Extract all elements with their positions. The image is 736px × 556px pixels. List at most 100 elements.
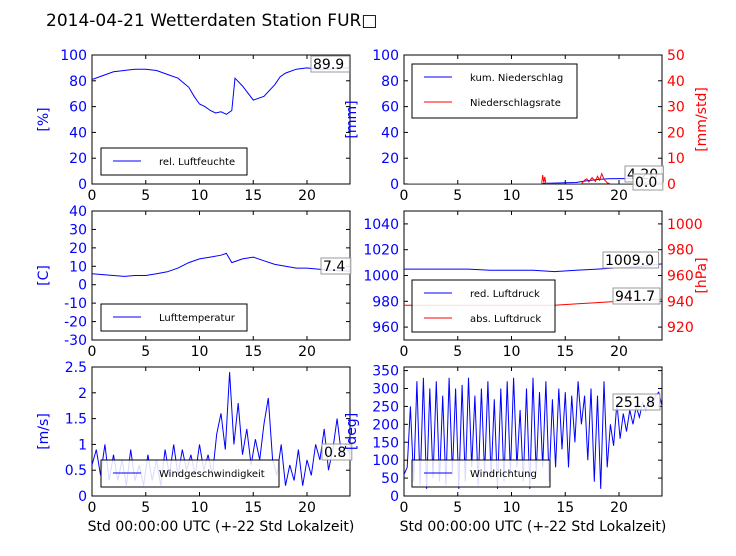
y-tick-label: -30: [64, 333, 87, 349]
y-tick-label: 350: [372, 364, 399, 380]
legend-label: Niederschlagsrate: [470, 98, 561, 109]
value-annotation-box: [632, 173, 664, 191]
legend: Lufttemperatur: [100, 303, 248, 332]
panel-temperature: 0 5 10 15 20 -30 -20 -10 0 10 20 30 40 [C] Lufttempera…: [36, 204, 352, 360]
y-tick-label: 2.5: [65, 360, 87, 376]
legend-box: [411, 459, 551, 488]
y2-tick-label: 1000: [667, 217, 703, 233]
y-tick-label: -20: [64, 315, 87, 331]
value-annotation: 7.4: [323, 259, 345, 275]
series-line-lufttemperatur: [92, 252, 350, 277]
x-axis-label: Std 00:00:00 UTC (+-22 Std Lokalzeit): [88, 519, 355, 535]
y-tick-label: -10: [64, 296, 87, 312]
panel-windspeed: 0 5 10 15 20 0 0.5 1 1.5 2 2.5 [m/s] Std 00:00:00 UT…: [36, 360, 354, 535]
x-tick-label: 5: [453, 188, 462, 204]
y2-axis-label: [mm/std]: [694, 87, 710, 152]
series-line-windrichtung: [404, 377, 662, 489]
x-tick-label: 5: [453, 500, 462, 516]
x-tick-label: 15: [244, 344, 262, 360]
y-tick-label: 0: [390, 489, 399, 505]
x-tick-label: 15: [556, 500, 574, 516]
value-annotation: 0.8: [324, 445, 346, 461]
series-group: [92, 67, 350, 115]
legend-label: red. Luftdruck: [470, 289, 540, 300]
value-annotation-box: [612, 393, 661, 411]
series-line-kum-niederschlag: [404, 178, 662, 184]
y2-tick-label: 960: [667, 269, 694, 285]
y-tick-label: 0: [78, 489, 87, 505]
plot-frame: [403, 366, 663, 497]
y-tick-label: 0: [78, 278, 87, 294]
y-tick-label: 0: [78, 177, 87, 193]
x-tick-label: 20: [610, 188, 628, 204]
x-tick-label: 5: [141, 188, 150, 204]
y-axis-label: [deg]: [344, 413, 360, 450]
y-tick-label: 1020: [363, 243, 399, 259]
value-annotation-box: [310, 55, 350, 73]
y-tick-label: 100: [60, 48, 87, 64]
panel-humidity: 0 5 10 15 20 0 20 40 60 80 100 [%] rel. Luftfeuchte 8…: [36, 48, 351, 204]
legend: kum. Niederschlag Niederschlagsrate: [411, 63, 578, 119]
y-tick-label: 1: [78, 437, 87, 453]
y-tick-label: 60: [69, 100, 87, 116]
series-group: [92, 252, 350, 277]
y-tick-label: 0.5: [65, 463, 87, 479]
y2-tick-label: 20: [667, 125, 685, 141]
y-tick-label: 960: [372, 320, 399, 336]
value-annotation: 0.0: [635, 175, 657, 191]
legend: rel. Luftfeuchte: [100, 147, 248, 176]
plot-frame: [91, 210, 351, 341]
y2-tick-label: 980: [667, 243, 694, 259]
x-tick-label: 20: [298, 500, 316, 516]
y-tick-label: 20: [69, 151, 87, 167]
y-tick-label: 1040: [363, 217, 399, 233]
x-tick-label: 5: [141, 344, 150, 360]
legend-box: [411, 63, 578, 119]
x-tick-label: 5: [141, 500, 150, 516]
y-tick-label: 50: [381, 471, 399, 487]
y-tick-label: 250: [372, 399, 399, 415]
y-tick-label: 80: [69, 74, 87, 90]
y-axis-label: [C]: [36, 265, 52, 286]
y-tick-label: 1000: [363, 269, 399, 285]
y-tick-label: 200: [372, 417, 399, 433]
x-tick-label: 0: [400, 344, 409, 360]
panel-pressure: 0 5 10 15 20 960 980 1000 1020 1040 920 940 960 980 10…: [363, 210, 710, 360]
y-axis-label: [mm]: [344, 100, 360, 138]
legend-label: kum. Niederschlag: [470, 73, 563, 84]
x-tick-label: 20: [298, 344, 316, 360]
legend: Windrichtung: [411, 459, 551, 488]
x-tick-label: 0: [88, 188, 97, 204]
legend-label: abs. Luftdruck: [470, 314, 541, 325]
y-axis-label: [%]: [36, 107, 52, 131]
y-tick-label: 2: [78, 386, 87, 402]
series-line-niederschlagsrate: [404, 172, 662, 184]
y-tick-label: 30: [69, 222, 87, 238]
x-tick-label: 0: [88, 500, 97, 516]
y2-tick-label: 940: [667, 294, 694, 310]
x-tick-label: 20: [298, 188, 316, 204]
series-group: [404, 172, 662, 184]
legend-label: Lufttemperatur: [159, 313, 236, 324]
y-tick-label: 40: [381, 125, 399, 141]
legend-label: Windrichtung: [470, 469, 537, 480]
legend: red. Luftdruck abs. Luftdruck: [411, 279, 556, 333]
value-annotation: 941.7: [615, 289, 655, 305]
y-tick-label: 10: [69, 259, 87, 275]
x-tick-label: 0: [400, 188, 409, 204]
x-tick-label: 5: [453, 344, 462, 360]
x-tick-label: 10: [503, 188, 521, 204]
series-group: [404, 377, 662, 489]
y-tick-label: 980: [372, 294, 399, 310]
y-tick-label: 20: [69, 241, 87, 257]
x-tick-label: 15: [556, 188, 574, 204]
y-tick-label: 80: [381, 74, 399, 90]
x-tick-label: 15: [244, 500, 262, 516]
x-tick-label: 10: [503, 500, 521, 516]
x-tick-label: 20: [610, 344, 628, 360]
value-annotation-box: [320, 257, 352, 275]
y-tick-label: 100: [372, 453, 399, 469]
